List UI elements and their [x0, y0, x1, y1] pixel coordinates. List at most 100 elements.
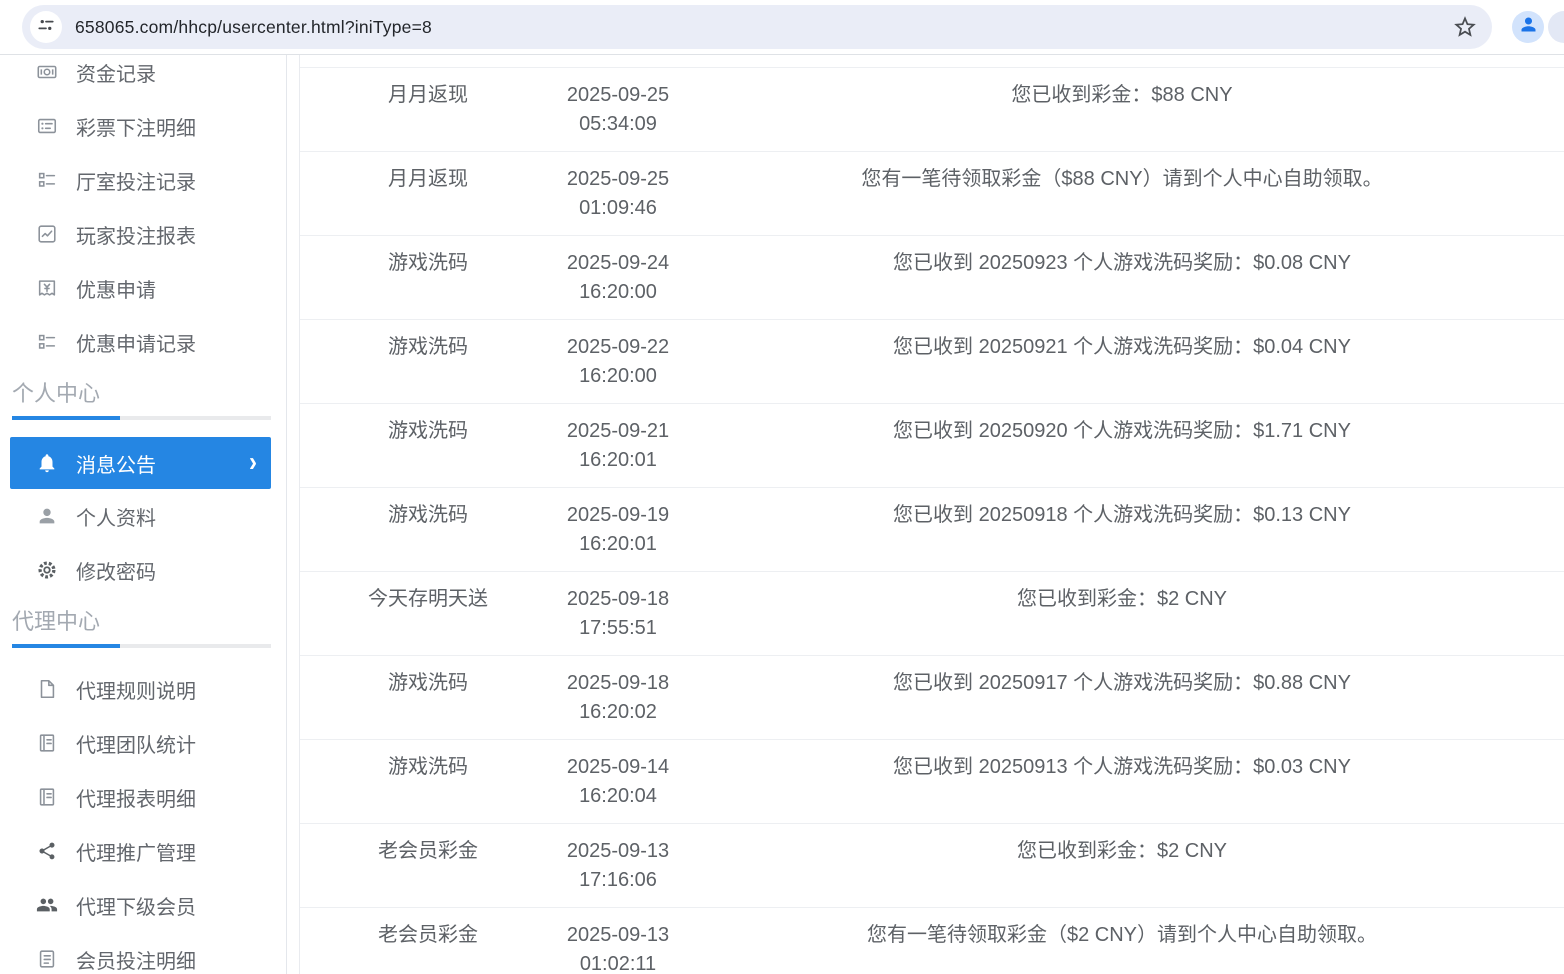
message-row: 游戏洗码 2025-09-22 16:20:00 您已收到 20250921 个…	[300, 320, 1564, 404]
message-type: 月月返现	[388, 84, 468, 106]
message-content: 您已收到彩金：$88 CNY	[1011, 84, 1233, 106]
sidebar-item-label: 消息公告	[76, 454, 156, 477]
chevron-right-icon: ›	[249, 446, 257, 478]
message-datetime: 2025-09-22 16:20:00	[556, 333, 680, 403]
message-time: 01:09:46	[579, 197, 657, 219]
money-record-icon	[36, 61, 58, 83]
sidebar-item-agent-team-stats[interactable]: 代理团队统计	[0, 716, 286, 770]
message-date: 2025-09-13	[566, 840, 670, 862]
message-content: 您已收到彩金：$2 CNY	[1016, 840, 1228, 862]
sidebar-item-label: 玩家投注报表	[76, 225, 196, 248]
message-datetime: 2025-09-25 01:09:46	[556, 165, 680, 235]
message-type: 游戏洗码	[388, 336, 468, 358]
message-date: 2025-09-22	[566, 336, 670, 358]
message-type: 游戏洗码	[388, 420, 468, 442]
site-info-button[interactable]	[30, 11, 62, 43]
message-date: 2025-09-24	[566, 252, 670, 274]
message-datetime: 2025-09-13 17:16:06	[556, 837, 680, 907]
message-row: 老会员彩金 2025-09-13 17:16:06 您已收到彩金：$2 CNY	[300, 824, 1564, 908]
message-content: 您已收到 20250918 个人游戏洗码奖励：$0.13 CNY	[893, 504, 1351, 526]
message-datetime: 2025-09-18 16:20:02	[556, 669, 680, 739]
sidebar-item-label: 代理推广管理	[76, 842, 196, 865]
sidebar-item-agent-promotion[interactable]: 代理推广管理	[0, 824, 286, 878]
message-type: 老会员彩金	[378, 840, 478, 862]
message-content: 您有一笔待领取彩金（$88 CNY）请到个人中心自助领取。	[861, 168, 1383, 190]
sidebar-item-label: 个人资料	[76, 507, 156, 530]
gear-icon	[36, 559, 58, 581]
message-time: 16:20:02	[579, 701, 657, 723]
message-time: 05:34:09	[579, 113, 657, 135]
section-divider	[12, 416, 271, 420]
message-type: 游戏洗码	[388, 252, 468, 274]
section-divider	[12, 644, 271, 648]
message-type: 游戏洗码	[388, 756, 468, 778]
message-type: 今天存明天送	[368, 588, 488, 610]
sidebar-item-change-password[interactable]: 修改密码	[0, 543, 286, 597]
message-time: 01:02:11	[579, 953, 657, 974]
page-content: 资金记录 彩票下注明细 厅室投注记录	[0, 55, 1564, 974]
ledger-icon	[36, 732, 58, 754]
message-datetime: 2025-09-18 17:55:51	[556, 585, 680, 655]
url-bar[interactable]: 658065.com/hhcp/usercenter.html?iniType=…	[22, 5, 1492, 49]
sidebar-item-personal-profile[interactable]: 个人资料	[0, 489, 286, 543]
sidebar-item-lottery-bet-detail[interactable]: 彩票下注明细	[0, 99, 286, 153]
message-row: 今天存明天送 2025-09-18 17:55:51 您已收到彩金：$2 CNY	[300, 572, 1564, 656]
message-content: 您有一笔待领取彩金（$2 CNY）请到个人中心自助领取。	[866, 924, 1378, 946]
message-row: 月月返现 2025-09-25 01:09:46 您有一笔待领取彩金（$88 C…	[300, 152, 1564, 236]
sidebar-item-label: 资金记录	[76, 63, 156, 86]
person-icon	[36, 505, 58, 527]
message-datetime: 2025-09-24 16:20:00	[556, 249, 680, 319]
message-row: 游戏洗码 2025-09-18 16:20:02 您已收到 20250917 个…	[300, 656, 1564, 740]
document-icon	[36, 678, 58, 700]
ledger-icon	[36, 786, 58, 808]
sidebar-item-message-announcements[interactable]: 消息公告 ›	[10, 437, 271, 489]
sidebar-item-label: 代理规则说明	[76, 680, 196, 703]
browser-menu-button-partial[interactable]	[1548, 11, 1564, 43]
sidebar-item-member-bet-detail[interactable]: 会员投注明细	[0, 932, 286, 974]
sidebar-item-label: 优惠申请	[76, 279, 156, 302]
bell-icon	[36, 452, 58, 474]
sidebar-item-promo-apply-records[interactable]: 优惠申请记录	[0, 315, 286, 369]
promo-apply-icon	[36, 277, 58, 299]
sidebar-item-agent-rules[interactable]: 代理规则说明	[0, 662, 286, 716]
sidebar-item-hall-bet-records[interactable]: 厅室投注记录	[0, 153, 286, 207]
profile-avatar-icon	[1518, 14, 1539, 40]
sidebar-item-player-bet-report[interactable]: 玩家投注报表	[0, 207, 286, 261]
sidebar-item-label: 代理团队统计	[76, 734, 196, 757]
message-date: 2025-09-21	[566, 420, 670, 442]
browser-profile-button[interactable]	[1512, 11, 1544, 43]
message-content: 您已收到 20250920 个人游戏洗码奖励：$1.71 CNY	[893, 420, 1351, 442]
message-datetime: 2025-09-25 05:34:09	[556, 81, 680, 151]
player-bet-report-icon	[36, 223, 58, 245]
sidebar-item-agent-sub-members[interactable]: 代理下级会员	[0, 878, 286, 932]
message-row: 老会员彩金 2025-09-13 01:02:11 您有一笔待领取彩金（$2 C…	[300, 908, 1564, 974]
message-date: 2025-09-14	[566, 756, 670, 778]
scrolled-row-remnant	[300, 55, 1564, 68]
message-date: 2025-09-25	[566, 84, 670, 106]
message-type: 月月返现	[388, 168, 468, 190]
sidebar-item-fund-records[interactable]: 资金记录	[0, 55, 286, 99]
sidebar-item-agent-report-detail[interactable]: 代理报表明细	[0, 770, 286, 824]
message-content: 您已收到彩金：$2 CNY	[1016, 588, 1228, 610]
url-text[interactable]: 658065.com/hhcp/usercenter.html?iniType=…	[75, 16, 432, 37]
share-icon	[36, 840, 58, 862]
browser-topbar: 658065.com/hhcp/usercenter.html?iniType=…	[0, 0, 1564, 55]
message-date: 2025-09-18	[566, 672, 670, 694]
bookmark-star-icon[interactable]	[1452, 14, 1478, 40]
sidebar-item-promo-apply[interactable]: 优惠申请	[0, 261, 286, 315]
people-icon	[36, 894, 58, 916]
section-title-agent-center: 代理中心	[12, 609, 101, 634]
hall-bet-record-icon	[36, 169, 58, 191]
sidebar-item-label: 会员投注明细	[76, 950, 196, 973]
message-date: 2025-09-13	[566, 924, 670, 946]
section-title-personal-center: 个人中心	[12, 381, 101, 406]
message-time: 16:20:00	[579, 365, 657, 387]
message-row: 游戏洗码 2025-09-24 16:20:00 您已收到 20250923 个…	[300, 236, 1564, 320]
message-datetime: 2025-09-14 16:20:04	[556, 753, 680, 823]
sidebar-item-label: 厅室投注记录	[76, 171, 196, 194]
message-type: 游戏洗码	[388, 504, 468, 526]
sidebar-item-label: 优惠申请记录	[76, 333, 196, 356]
message-time: 17:55:51	[579, 617, 657, 639]
member-bet-detail-icon	[36, 948, 58, 970]
sidebar-table-gap	[287, 55, 299, 974]
